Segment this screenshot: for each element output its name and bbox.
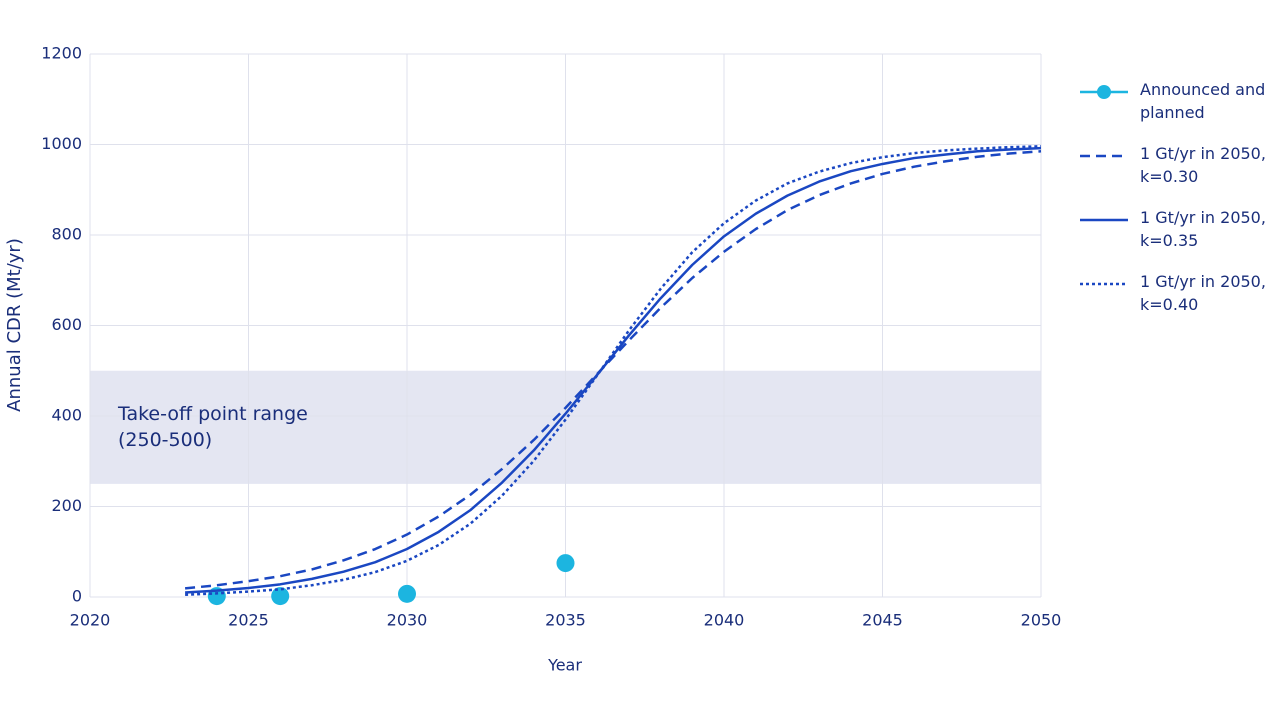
y-tick-label: 400 (51, 406, 82, 425)
x-tick-label: 2050 (1021, 611, 1062, 630)
legend-label: 1 Gt/yr in 2050, k=0.35 (1140, 208, 1266, 250)
legend-item: Announced and planned (1078, 78, 1278, 142)
legend-icon (1080, 218, 1128, 222)
x-axis-label: Year (547, 656, 582, 675)
x-tick-label: 2030 (387, 611, 428, 630)
legend-label: Announced and planned (1140, 80, 1266, 122)
legend-icon (1080, 85, 1128, 99)
x-tick-label: 2035 (545, 611, 586, 630)
x-tick-label: 2025 (228, 611, 269, 630)
legend-marker (1097, 85, 1111, 99)
x-tick-label: 2040 (704, 611, 745, 630)
y-tick-label: 800 (51, 225, 82, 244)
y-tick-label: 600 (51, 315, 82, 334)
series-line (184, 150, 1042, 590)
y-tick-label: 0 (72, 587, 82, 606)
legend-icon (1080, 282, 1128, 286)
series-line (185, 146, 1042, 594)
y-tick-label: 200 (51, 496, 82, 515)
legend-label: 1 Gt/yr in 2050, k=0.40 (1140, 272, 1266, 314)
data-point (271, 587, 290, 606)
x-tick-label: 2045 (862, 611, 903, 630)
y-tick-label: 1000 (41, 134, 82, 153)
legend-item: 1 Gt/yr in 2050, k=0.30 (1078, 142, 1278, 206)
legend: Announced and planned 1 Gt/yr in 2050, k=… (1078, 78, 1278, 334)
series-line (185, 145, 1042, 596)
legend-icon (1080, 154, 1128, 158)
legend-item: 1 Gt/yr in 2050, k=0.40 (1078, 270, 1278, 334)
legend-label: 1 Gt/yr in 2050, k=0.30 (1140, 144, 1266, 186)
band-label: Take-off point range (250-500) (118, 403, 308, 451)
data-point (398, 584, 416, 603)
y-axis-label: Annual CDR (Mt/yr) (4, 238, 25, 412)
x-tick-label: 2020 (70, 611, 111, 630)
data-point (556, 554, 575, 573)
legend-item: 1 Gt/yr in 2050, k=0.35 (1078, 206, 1278, 270)
y-tick-label: 1200 (41, 44, 82, 63)
